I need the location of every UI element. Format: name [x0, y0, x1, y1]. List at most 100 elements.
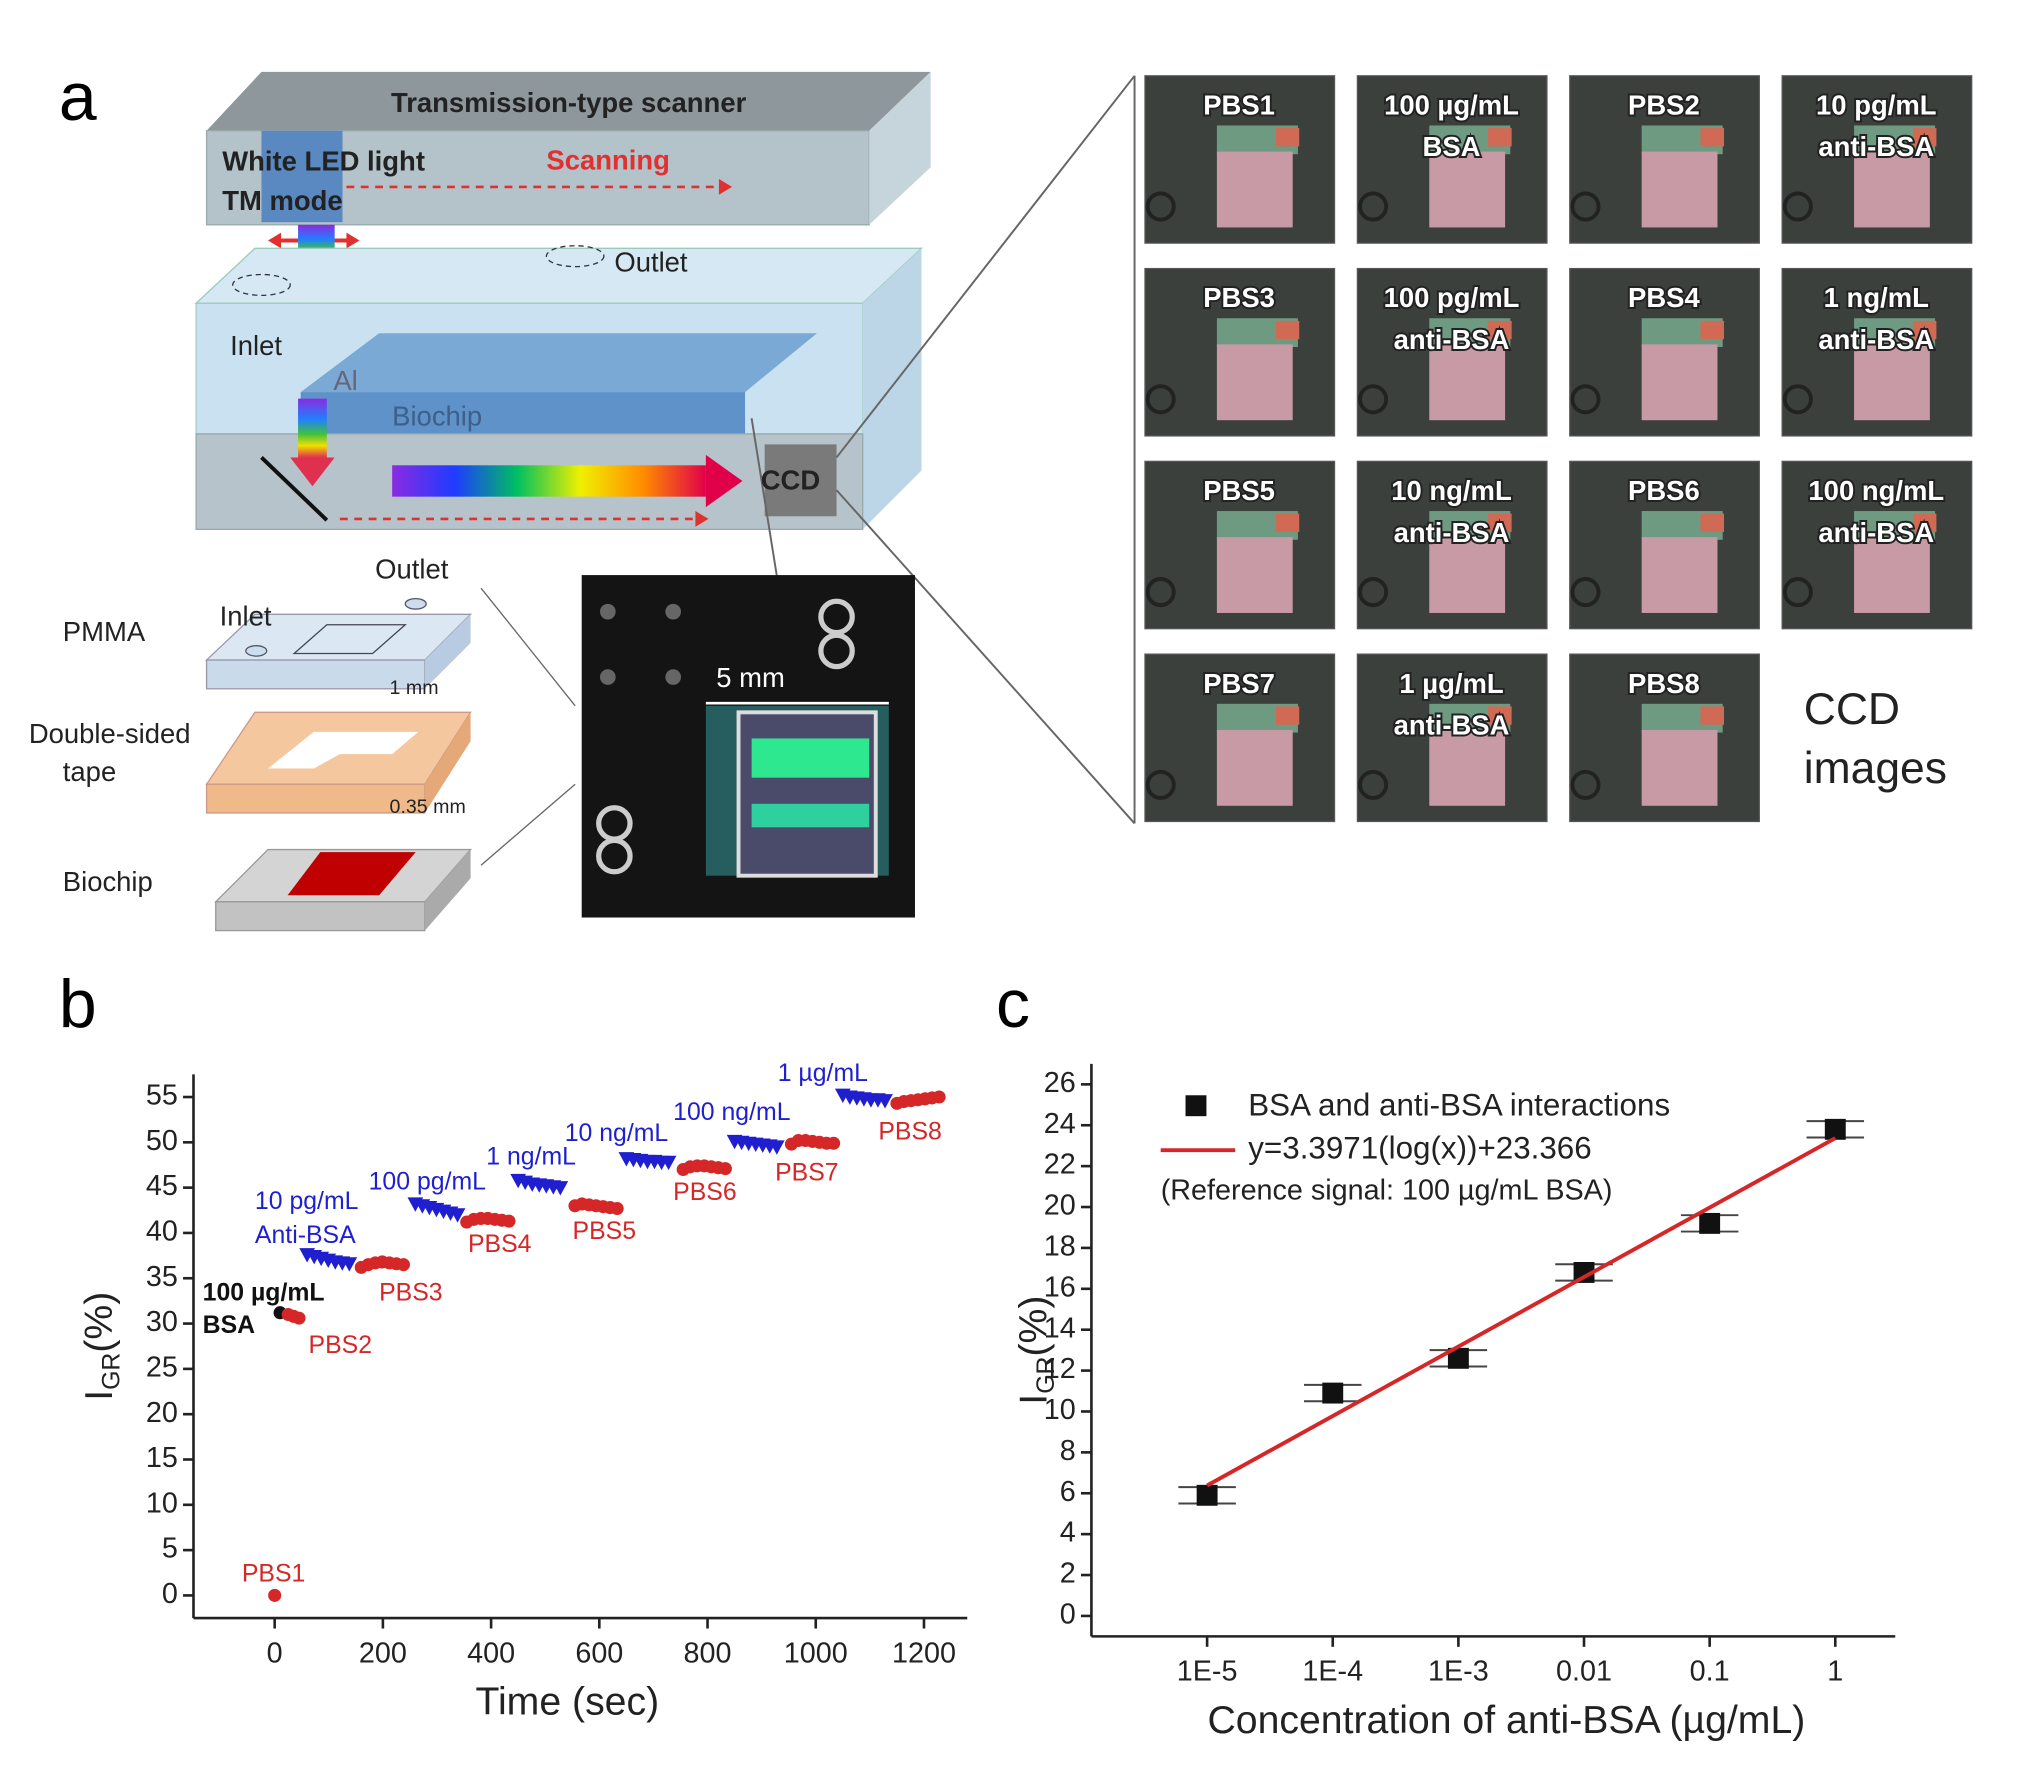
annotation: PBS7	[775, 1159, 839, 1186]
image-region	[1275, 706, 1300, 725]
y-axis-label-part: (%)	[78, 1292, 121, 1353]
diagram-label: Double-sided	[29, 718, 191, 749]
ccd-image-label: PBS7	[1203, 668, 1275, 699]
data-point	[268, 1588, 282, 1602]
ccd-image: 100 ng/mL anti-BSA	[1781, 460, 1973, 630]
image-region	[1358, 191, 1389, 222]
data-point	[341, 1257, 358, 1272]
image-region	[1854, 537, 1930, 613]
y-tick-label: 22	[1044, 1149, 1076, 1181]
data-point	[1699, 1212, 1721, 1234]
ccd-image-label: 100 pg/mL	[1384, 282, 1520, 313]
data-point	[1573, 1261, 1595, 1283]
image-region	[1275, 128, 1300, 147]
fit-line	[1206, 1136, 1837, 1488]
ccd-image: PBS4	[1569, 267, 1760, 437]
ccd-image: 10 pg/mL anti-BSA	[1781, 75, 1973, 244]
image-region	[1700, 128, 1725, 147]
ccd-image: PBS3	[1144, 267, 1336, 437]
ccd-image-label: anti-BSA	[1818, 131, 1934, 162]
image-region	[1641, 151, 1718, 228]
annotation: 100 ng/mL	[673, 1099, 790, 1126]
image-region	[1700, 706, 1725, 725]
y-tick-label: 0	[1060, 1599, 1076, 1631]
diagram-label: Scanning	[546, 144, 669, 175]
y-tick-label: 24	[1044, 1108, 1076, 1140]
y-tick-label: 18	[1044, 1231, 1076, 1263]
diagram-label: Inlet	[220, 600, 272, 631]
ccd-image-label: PBS5	[1203, 475, 1275, 506]
annotation: 1 ng/mL	[486, 1144, 576, 1171]
ccd-image-label: PBS6	[1628, 475, 1700, 506]
ccd-image-label: PBS4	[1628, 282, 1700, 313]
ccd-image: 1 ng/mL anti-BSA	[1781, 267, 1973, 437]
x-axis-label: Concentration of anti-BSA (µg/mL)	[1207, 1699, 1805, 1742]
ccd-image-label: BSA	[1423, 131, 1481, 162]
x-tick-label: 1200	[892, 1637, 956, 1669]
ccd-image: PBS2	[1569, 75, 1760, 244]
diagram-label: White LED light	[222, 146, 425, 177]
annotation: Anti-BSA	[255, 1222, 356, 1249]
image-region	[1145, 191, 1176, 222]
ccd-image-label: 100 µg/mL	[1384, 89, 1519, 120]
image-region	[1700, 320, 1725, 340]
image-region	[1570, 191, 1601, 222]
image-region	[1912, 513, 1937, 532]
ccd-image: PBS8	[1569, 653, 1760, 823]
image-region	[1912, 128, 1937, 147]
y-axis-label-part: GR	[1033, 1357, 1060, 1394]
diagram-label: Biochip	[63, 866, 153, 897]
image-region	[1216, 729, 1293, 806]
image-region	[1912, 320, 1937, 340]
ccd-image: PBS1	[1144, 75, 1336, 244]
scanner-title: Transmission-type scanner	[391, 87, 747, 118]
diagram-label: Biochip	[392, 400, 482, 431]
legend-note: (Reference signal: 100 µg/mL BSA)	[1161, 1175, 1613, 1207]
y-tick-label: 50	[146, 1125, 178, 1157]
y-tick-label: 45	[146, 1170, 178, 1202]
image-region	[1358, 384, 1389, 415]
data-point	[396, 1258, 410, 1272]
ccd-caption: images	[1804, 744, 1947, 793]
annotation: PBS2	[309, 1332, 372, 1359]
panel-label: a	[59, 59, 97, 135]
data-point	[877, 1094, 893, 1109]
x-axis-label: Time (sec)	[475, 1681, 659, 1724]
image-region	[1641, 537, 1718, 613]
x-tick-label: 400	[467, 1637, 515, 1669]
x-tick-label: 0	[267, 1637, 283, 1669]
y-axis-label-part: GR	[98, 1353, 125, 1390]
data-point	[827, 1136, 841, 1150]
annotation: 100 pg/mL	[369, 1168, 486, 1195]
image-region	[1358, 577, 1389, 608]
y-axis-label: IGR(%)	[78, 1292, 125, 1401]
image-region	[1488, 128, 1512, 147]
y-tick-label: 5	[162, 1533, 178, 1565]
y-tick-label: 6	[1060, 1476, 1076, 1508]
annotation: PBS3	[379, 1280, 443, 1307]
data-point	[660, 1155, 677, 1171]
annotation: BSA	[203, 1312, 255, 1339]
diagram-label: PMMA	[63, 616, 146, 647]
x-tick-label: 1E-5	[1177, 1656, 1238, 1688]
diagram-label: 0.35 mm	[390, 796, 466, 818]
data-point	[292, 1311, 306, 1325]
y-tick-label: 10	[1044, 1394, 1076, 1426]
scale-label: 5 mm	[716, 662, 785, 693]
annotation: PBS4	[468, 1231, 532, 1258]
ccd-image-label: 1 µg/mL	[1399, 668, 1503, 699]
image-region	[1358, 769, 1389, 800]
image-region	[1854, 344, 1930, 421]
y-tick-label: 25	[146, 1351, 178, 1383]
ccd-image: PBS6	[1569, 460, 1760, 630]
annotation: 10 pg/mL	[255, 1188, 359, 1215]
annotation: PBS1	[242, 1561, 306, 1588]
image-region	[1429, 151, 1506, 228]
image-region	[1488, 320, 1512, 340]
x-tick-label: 0.01	[1556, 1656, 1612, 1688]
image-region	[1429, 344, 1506, 421]
data-point	[502, 1214, 516, 1228]
ccd-image-label: anti-BSA	[1818, 517, 1934, 548]
image-region	[1570, 384, 1601, 415]
